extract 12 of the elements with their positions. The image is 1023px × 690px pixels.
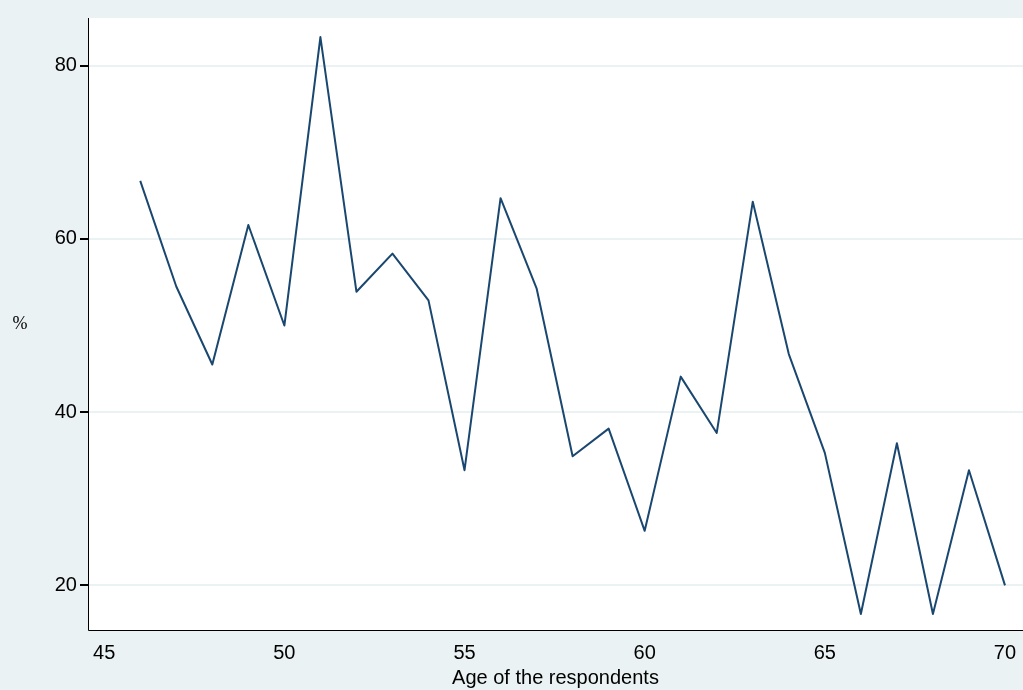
x-tick-label: 45 [93, 640, 116, 663]
x-tick-label: 50 [273, 640, 296, 663]
x-tick-label: 65 [813, 640, 836, 663]
x-tick-label: 60 [633, 640, 656, 663]
y-tick-label: 80 [54, 53, 77, 76]
x-axis-title: Age of the respondents [452, 665, 659, 688]
y-tick-label: 60 [54, 226, 77, 249]
x-tick-label: 55 [453, 640, 476, 663]
x-tick-label: 70 [993, 640, 1017, 663]
y-axis-title: % [12, 312, 28, 333]
y-tick-label: 40 [54, 399, 77, 422]
y-tick-label: 20 [54, 572, 77, 595]
